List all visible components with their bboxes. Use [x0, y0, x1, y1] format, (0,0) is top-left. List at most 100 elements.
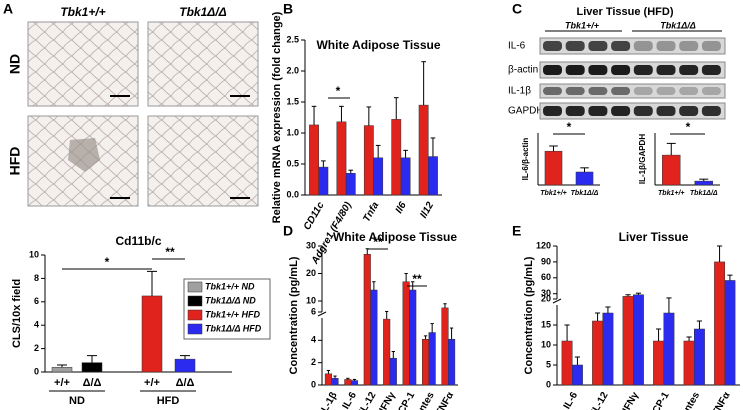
bar: [318, 166, 329, 196]
bar: [653, 340, 665, 386]
y-tick-label: 60: [541, 272, 551, 282]
y-tick-label: 1.0: [286, 127, 299, 137]
blot-band: [543, 87, 562, 95]
legend-label: Tbk1Δ/Δ ND: [205, 295, 256, 305]
x-tick-label: MCP-1: [392, 390, 417, 410]
group-label: HFD: [157, 395, 180, 407]
bar: [418, 104, 429, 196]
error-bar: [180, 355, 190, 360]
error-bar: [716, 245, 723, 262]
bar: [400, 157, 411, 196]
blot-row-label: IL-1β: [508, 86, 531, 97]
error-bar: [430, 323, 434, 333]
blot-title: Liver Tissue (HFD): [577, 6, 674, 18]
y-tick-label: 2.5: [286, 34, 299, 44]
blot-band: [701, 41, 721, 51]
micrographs: Tbk1+/+ Tbk1Δ/Δ ND HFD: [7, 5, 259, 207]
blot-band: [565, 41, 585, 51]
y-tick-label: 6: [311, 306, 316, 316]
bar: [448, 338, 456, 386]
panel-label: B: [283, 1, 293, 17]
x-tick-label: MCP-1: [647, 390, 672, 410]
error-bar: [339, 105, 344, 122]
y-tick-label: 15: [541, 319, 551, 329]
error-bar: [423, 335, 428, 340]
bar: [363, 254, 371, 386]
x-tick-label: Il12: [418, 200, 436, 220]
blot-band: [633, 65, 653, 75]
blot-band: [656, 65, 676, 75]
x-tick-label: +/+: [144, 377, 160, 389]
error-bar: [727, 274, 733, 281]
bar: [663, 312, 675, 386]
micrograph: [27, 21, 139, 107]
y-tick-label: 4: [34, 320, 39, 330]
bar: [51, 367, 73, 373]
column-label: Tbk1+/+: [60, 5, 105, 19]
western-blot: Liver Tissue (HFD) Tbk1+/+ Tbk1Δ/Δ IL-6 …: [508, 6, 722, 117]
error-bar: [372, 281, 376, 290]
bar: [81, 362, 103, 373]
panel-label: C: [512, 1, 522, 17]
bar: [683, 340, 695, 386]
x-tick-label: Tbk1+/+: [540, 190, 566, 197]
chart-title: Cd11b/c: [115, 234, 161, 248]
error-bar: [375, 144, 381, 158]
y-tick-label: 10: [29, 249, 39, 259]
legend-swatch: [187, 309, 203, 321]
blot-band: [701, 106, 721, 116]
error-bar: [346, 377, 350, 380]
bar: [561, 340, 573, 386]
error-bar: [574, 356, 581, 365]
y-axis-label: Relative mRNA expression (fold change): [271, 11, 283, 223]
error-bar: [403, 149, 408, 158]
row-label: HFD: [7, 147, 23, 176]
bar: [309, 124, 319, 196]
error-bar: [352, 378, 357, 381]
significance: *: [567, 120, 572, 134]
blot-band: [611, 65, 631, 75]
blot-row-label: IL-6: [508, 41, 526, 52]
significance: *: [336, 84, 341, 98]
legend-label: Tbk1Δ/Δ HFD: [205, 323, 262, 333]
blot-band: [588, 41, 608, 51]
y-tick-label: 8: [34, 273, 39, 283]
chart-title: Liver Tissue: [619, 230, 689, 244]
bar: [402, 281, 410, 386]
bar: [428, 332, 436, 386]
bar: [572, 364, 583, 386]
blot-group: Tbk1Δ/Δ: [660, 20, 696, 30]
bar: [724, 280, 736, 386]
blot-band: [679, 87, 699, 95]
legend-label: Tbk1+/+ HFD: [205, 309, 261, 319]
bar: [324, 373, 332, 386]
x-tick-label: IL-1β: [318, 390, 339, 410]
error-bar: [655, 328, 662, 341]
panel-label: D: [283, 223, 293, 239]
error-bar: [333, 375, 337, 379]
row-label: ND: [7, 54, 23, 74]
bar: [633, 294, 644, 386]
blot-group: Tbk1+/+: [565, 20, 600, 30]
bar: [602, 312, 614, 386]
x-tick-label: IFNγ: [378, 390, 399, 410]
error-bar: [385, 310, 389, 320]
blot-band: [701, 87, 721, 95]
bar: [544, 150, 563, 186]
x-tick-label: Tbk1+/+: [658, 190, 684, 197]
blot-band: [633, 41, 653, 51]
y-axis-label: Concentration (pg/mL): [523, 256, 535, 374]
blot-strip: [539, 37, 726, 55]
bar: [391, 119, 402, 196]
bar: [383, 318, 391, 386]
bar: [694, 180, 713, 186]
blot-band: [565, 87, 585, 95]
blot-band: [633, 106, 653, 116]
blot-band: [565, 106, 585, 116]
significance: **: [373, 235, 383, 249]
error-bar: [605, 306, 611, 313]
bar: [662, 154, 681, 186]
bar: [174, 358, 196, 373]
significance: **: [165, 245, 175, 259]
